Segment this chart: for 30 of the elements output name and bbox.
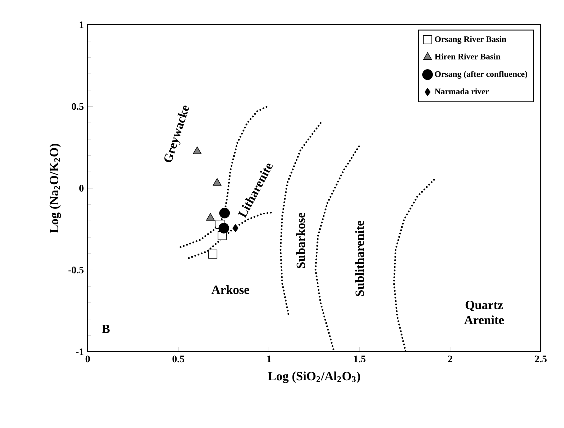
x-tick-label: 1.5 <box>354 356 366 363</box>
y-tick-label: 1 <box>80 22 84 28</box>
legend-label: Hiren River Basin <box>434 54 501 60</box>
y-tick-label: 0.5 <box>72 103 84 110</box>
legend-label: Orsang River Basin <box>435 36 506 44</box>
x-tick-label: 0 <box>86 356 90 363</box>
point <box>232 224 239 232</box>
annotation: Subarkose <box>296 213 306 268</box>
point <box>220 208 230 219</box>
x-tick-label: 2 <box>448 356 452 362</box>
y-tick-label: 0 <box>80 185 84 192</box>
point <box>193 146 202 154</box>
x-axis-title: Log (SiO$_{2}$/Al$_{2}$O$_{3}$) <box>268 372 360 384</box>
point <box>208 250 218 259</box>
legend-label: Orsang (after confluence) <box>435 71 528 79</box>
point <box>213 178 222 186</box>
annotation: B <box>102 324 110 334</box>
legend-label: Narmada river <box>434 88 490 95</box>
point <box>206 213 215 221</box>
y-axis-title: Log (Na$_{2}$O/K$_{2}$O) <box>50 144 62 234</box>
x-tick-label: 2.5 <box>535 356 547 363</box>
point <box>218 223 230 234</box>
line-series <box>280 122 322 318</box>
annotation: Arkose <box>212 285 250 294</box>
y-tick-label: -1 <box>76 348 84 356</box>
x-tick-label: 0.5 <box>172 356 184 363</box>
annotation: Sublitharenite <box>355 221 364 296</box>
x-tick-label: 1 <box>268 356 272 362</box>
annotation: Quartz Arenite <box>464 301 504 324</box>
y-tick-label: -0.5 <box>68 266 84 274</box>
